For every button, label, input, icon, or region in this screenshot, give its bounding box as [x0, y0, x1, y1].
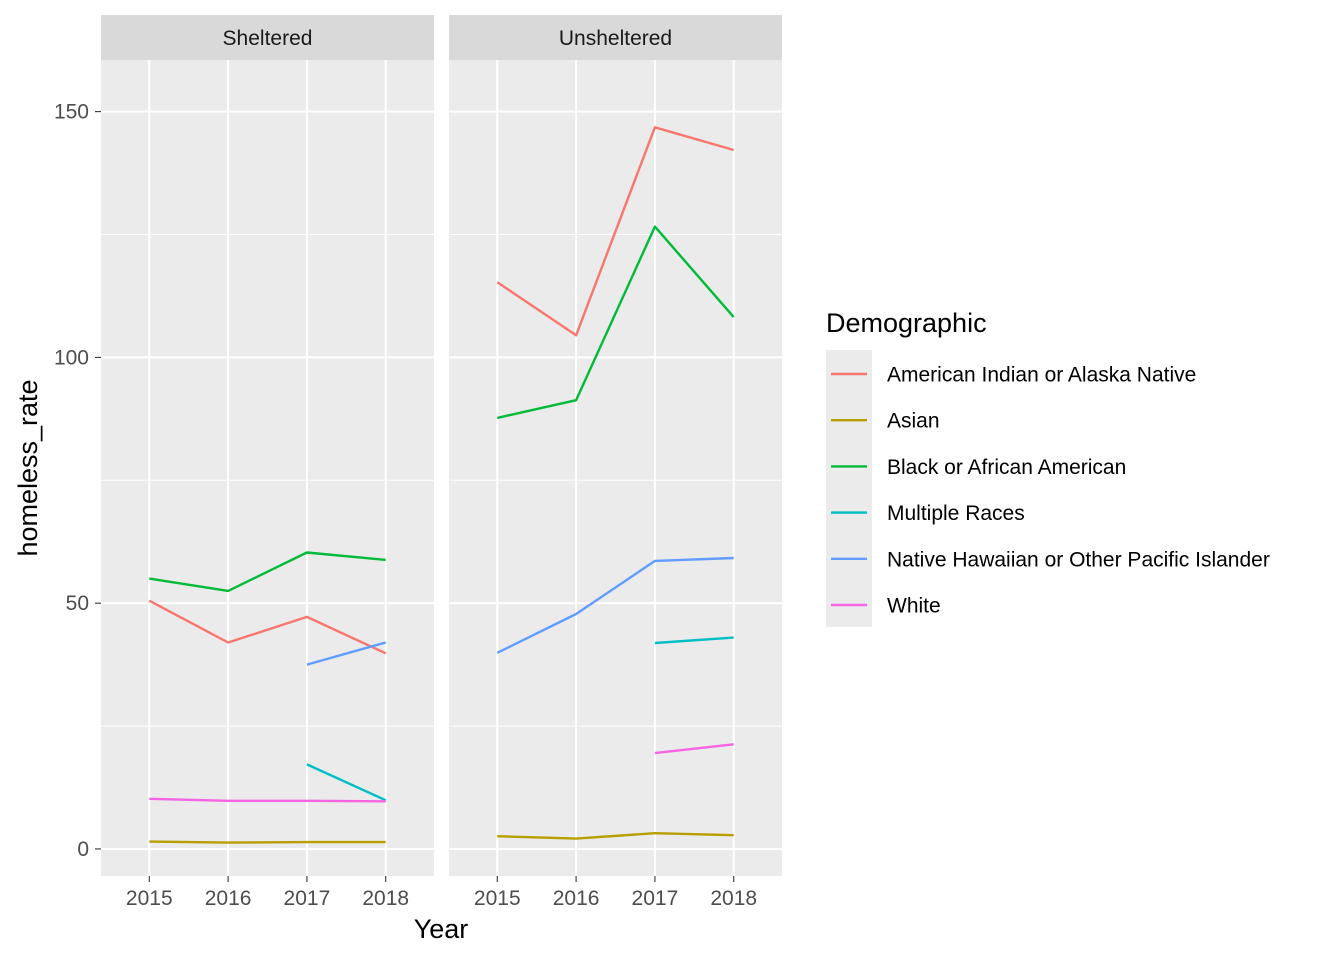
- panel-sheltered: Sheltered 2015 2016 2017 2018: [101, 15, 434, 910]
- series-line: [149, 551, 386, 593]
- x-tick-label: 2015: [474, 887, 521, 910]
- x-tick-label: 2016: [553, 887, 600, 910]
- x-tick-label: 2018: [362, 887, 409, 910]
- y-tick-label: 100: [54, 346, 89, 369]
- legend-label: American Indian or Alaska Native: [887, 364, 1196, 387]
- x-tick-label: 2017: [632, 887, 679, 910]
- series-line: [654, 743, 734, 755]
- legend-label: Native Hawaiian or Other Pacific Islande…: [887, 548, 1270, 571]
- legend-label: Asian: [887, 410, 940, 433]
- legend-label: Black or African American: [887, 456, 1126, 479]
- panel-unsheltered: Unsheltered 2015 2016 2017 2018: [449, 15, 782, 910]
- y-tick-label: 50: [66, 592, 89, 615]
- x-axis-title: Year: [414, 914, 469, 944]
- series-line: [497, 225, 735, 420]
- legend-label: White: [887, 595, 941, 618]
- y-axis-title: homeless_rate: [13, 379, 43, 556]
- legend-key-background: [826, 350, 872, 627]
- x-tick-label: 2016: [205, 887, 252, 910]
- legend: Demographic American Indian or Alaska Na…: [826, 308, 1270, 627]
- panel-background: [101, 60, 434, 876]
- x-tick-label: 2015: [126, 887, 173, 910]
- legend-title: Demographic: [826, 308, 987, 338]
- x-tick-label: 2017: [284, 887, 331, 910]
- y-tick-label: 150: [54, 101, 89, 124]
- series-line: [306, 641, 387, 666]
- series-line: [496, 126, 735, 337]
- facet-strip-label: Unsheltered: [559, 27, 672, 50]
- facet-strip-label: Sheltered: [223, 27, 313, 50]
- series-line: [148, 599, 387, 655]
- x-tick-label: 2018: [710, 887, 757, 910]
- y-axis: 0 50 100 150: [54, 101, 101, 861]
- series-line: [149, 840, 386, 844]
- panel-background: [449, 60, 782, 876]
- series-line: [306, 763, 387, 802]
- series-line: [654, 636, 734, 645]
- series-line: [497, 832, 734, 840]
- facet-strip: [449, 15, 782, 60]
- legend-label: Multiple Races: [887, 502, 1025, 525]
- y-tick-label: 0: [77, 838, 89, 861]
- series-line: [496, 556, 734, 654]
- series-line: [149, 797, 386, 803]
- facet-strip: [101, 15, 434, 60]
- legend-entries: American Indian or Alaska Native Asian Bla…: [831, 364, 1270, 618]
- panels-layer: Sheltered 2015 2016 2017 2018 Unsheltered 2015…: [101, 15, 782, 910]
